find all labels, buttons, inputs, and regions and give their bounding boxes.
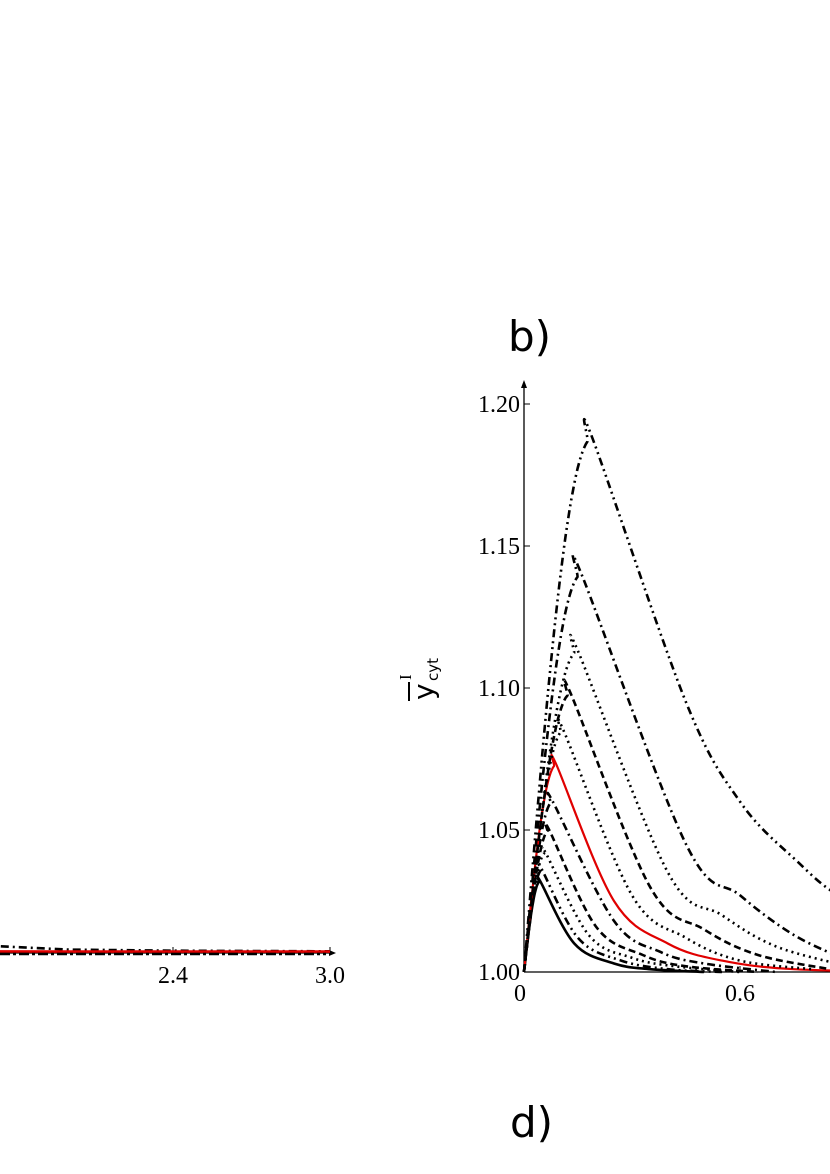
chart-a-x-axis-arrow	[329, 950, 336, 956]
chart-b-y-tick-label: 1.20	[478, 392, 520, 418]
chart-b-x-tick-label: 0.6	[725, 981, 755, 1007]
chart-b-y-tick-label: 1.00	[478, 960, 520, 986]
chart-b-y-axis-arrow	[521, 380, 527, 388]
chart-b-series-line	[522, 633, 830, 973]
chart-b-y-tick-label: 1.15	[478, 534, 520, 560]
chart-b: 1.00 1.05 1.10 1.15 1.20 0 0.6 yI cyt	[396, 380, 830, 1007]
chart-b-y-label-main: y	[407, 683, 440, 700]
chart-b-y-tick-label: 1.10	[478, 676, 520, 702]
chart-b-series-line	[522, 821, 759, 974]
chart-a-series-line	[0, 944, 331, 953]
chart-a-x-tick-label: 3.0	[315, 963, 345, 989]
chart-b-y-label-superscript: I	[396, 674, 415, 680]
chart-b-series-line	[522, 791, 777, 974]
chart-b-series-line	[522, 863, 723, 974]
chart-b-series-line	[522, 553, 830, 973]
chart-b-series-line	[522, 417, 830, 973]
chart-b-y-tick-label: 1.05	[478, 818, 520, 844]
chart-a-x-tick-label: 2.4	[158, 963, 188, 989]
chart-b-y-label-subscript: cyt	[424, 658, 442, 681]
chart-b-x-tick-label: 0	[514, 981, 526, 1007]
chart-b-y-label: yI cyt	[396, 658, 442, 701]
chart-b-series-line	[522, 678, 830, 973]
chart-a: 2.4 3.0	[0, 944, 345, 989]
panel-label-d: d)	[510, 1098, 554, 1147]
panel-label-b: b)	[508, 312, 552, 361]
